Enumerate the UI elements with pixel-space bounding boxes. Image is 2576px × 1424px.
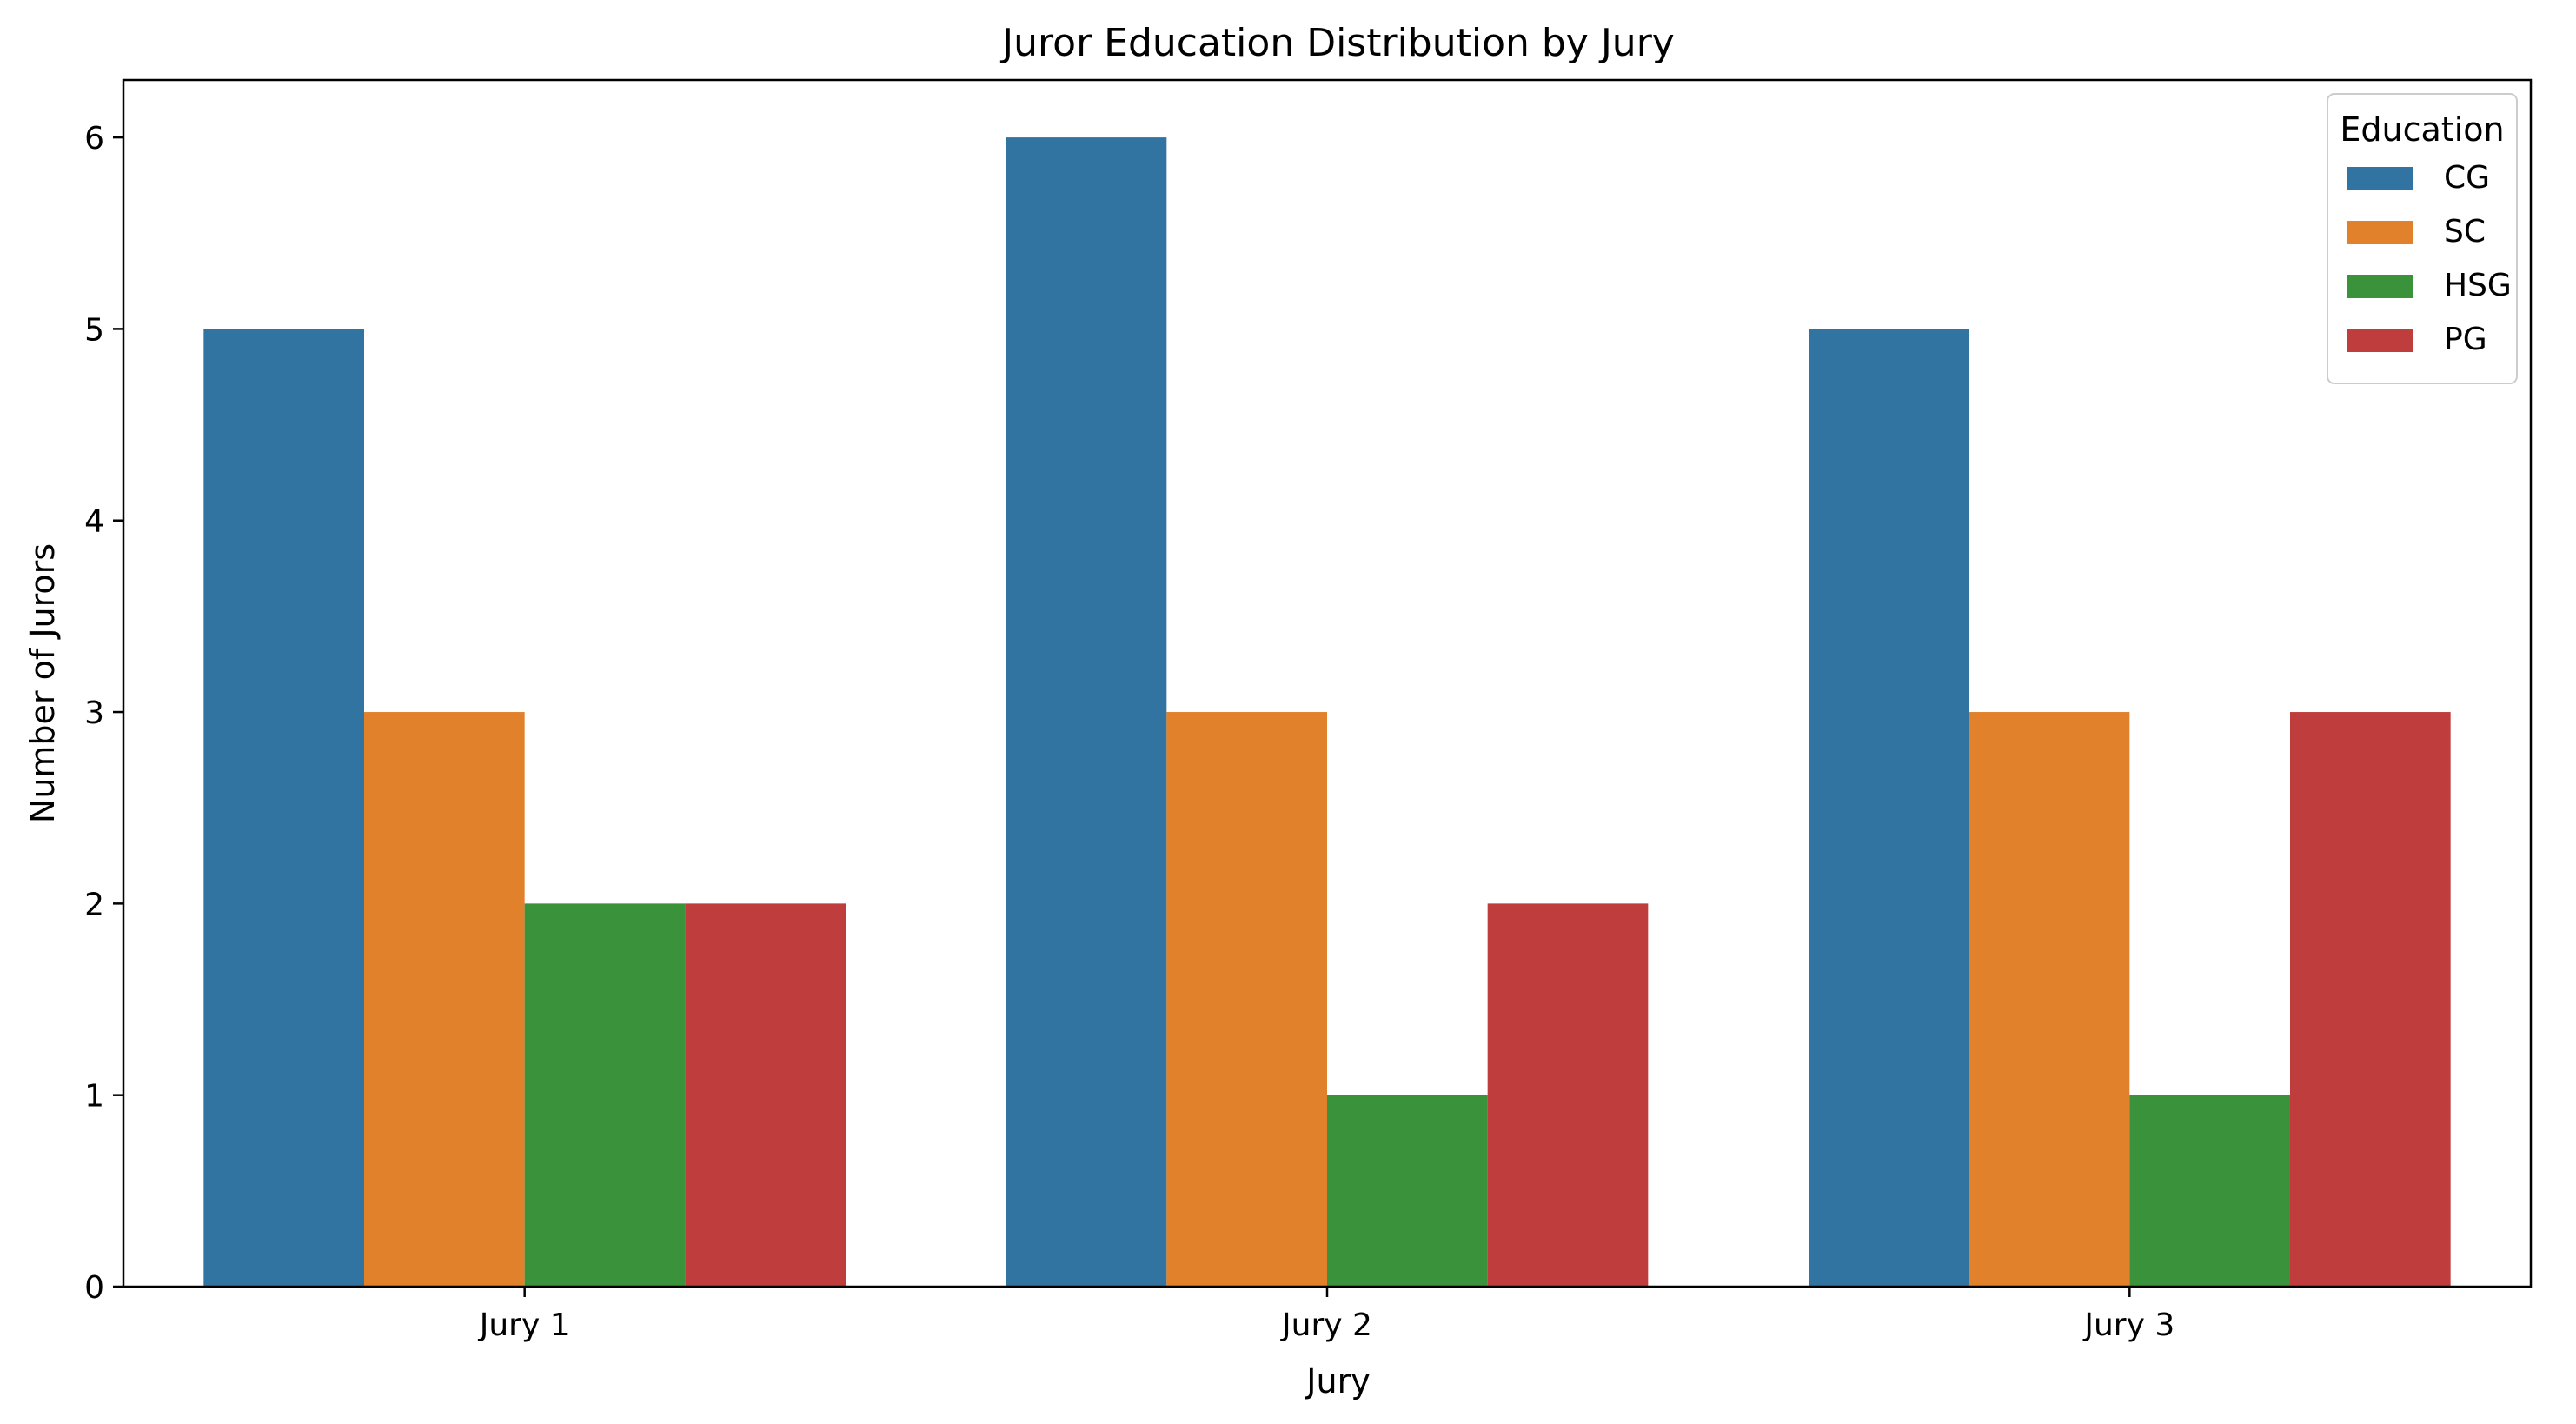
legend-swatch-pg — [2347, 329, 2413, 352]
bar-cg-1 — [203, 329, 364, 1287]
legend-label-cg: CG — [2444, 160, 2490, 196]
bar-pg-1 — [685, 903, 846, 1287]
bar-sc-2 — [1166, 712, 1327, 1287]
y-tick-label: 4 — [84, 504, 104, 540]
y-tick-label: 5 — [84, 312, 104, 348]
x-tick-label: Jury 3 — [2082, 1308, 2174, 1343]
y-axis-label: Number of Jurors — [23, 543, 62, 823]
bar-cg-2 — [1006, 137, 1167, 1288]
x-axis: Jury 1 Jury 2 Jury 3 — [478, 1287, 2174, 1343]
legend-swatch-sc — [2347, 221, 2413, 244]
y-tick-label: 3 — [84, 695, 104, 731]
legend-items: CG SC HSG PG — [2347, 160, 2512, 357]
legend-swatch-cg — [2347, 167, 2413, 190]
y-tick-label: 2 — [84, 887, 104, 922]
x-tick-label: Jury 2 — [1280, 1308, 1372, 1343]
y-tick-label: 0 — [84, 1270, 104, 1306]
x-axis-label: Jury — [1305, 1362, 1370, 1401]
legend-box — [2327, 93, 2518, 384]
x-tick-label: Jury 1 — [478, 1308, 570, 1343]
legend-label-pg: PG — [2444, 322, 2487, 357]
bar-hsg-2 — [1327, 1095, 1488, 1287]
bar-sc-3 — [1969, 712, 2130, 1287]
legend: Education CG SC HSG PG — [2327, 93, 2518, 384]
bar-hsg-3 — [2129, 1095, 2290, 1287]
legend-swatch-hsg — [2347, 275, 2413, 298]
bar-pg-3 — [2290, 712, 2451, 1287]
bar-sc-1 — [364, 712, 525, 1287]
legend-label-sc: SC — [2444, 214, 2486, 250]
legend-label-hsg: HSG — [2444, 268, 2512, 303]
y-tick-label: 6 — [84, 121, 104, 156]
y-axis: 0 1 2 3 4 5 6 — [84, 121, 123, 1306]
bar-cg-3 — [1809, 329, 1969, 1287]
legend-title: Education — [2340, 110, 2504, 149]
bar-hsg-1 — [524, 903, 686, 1287]
y-tick-label: 1 — [84, 1079, 104, 1115]
bars-layer — [203, 137, 2451, 1288]
chart-title: Juror Education Distribution by Jury — [999, 21, 1675, 65]
bar-pg-2 — [1487, 903, 1649, 1287]
